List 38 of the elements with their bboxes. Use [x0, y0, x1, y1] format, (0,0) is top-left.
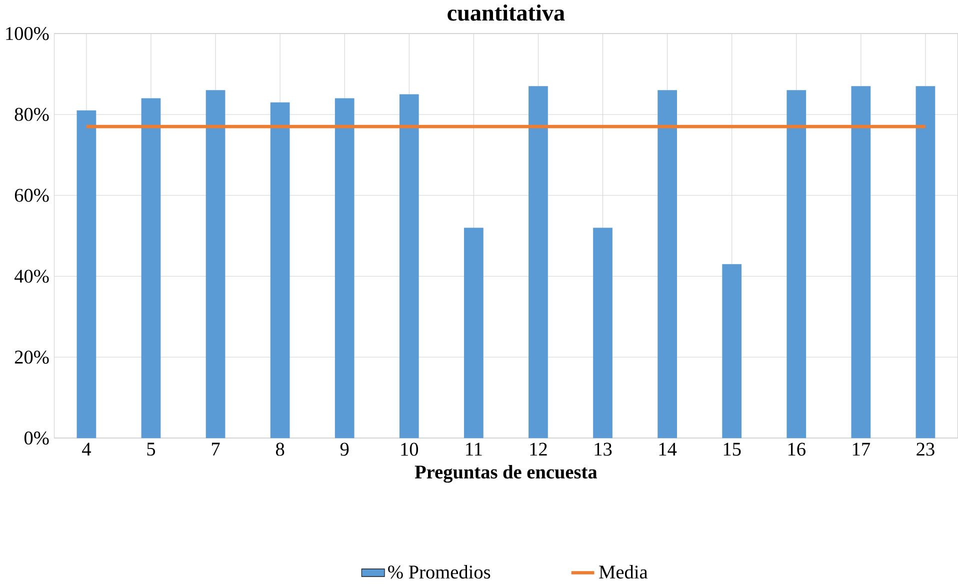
x-tick-label: 10: [401, 442, 418, 456]
legend-label: % Promedios: [388, 565, 490, 579]
y-tick-label: 80%: [14, 108, 49, 122]
x-tick-label: 7: [212, 442, 220, 456]
bar: [399, 94, 419, 438]
bar: [528, 86, 548, 438]
bar: [206, 90, 226, 438]
x-tick-label: 4: [82, 442, 91, 456]
bar: [76, 110, 96, 438]
x-tick-label: 12: [530, 442, 547, 456]
y-tick-label: 40%: [14, 270, 49, 283]
y-tick-label: 60%: [14, 188, 49, 202]
bar: [786, 90, 806, 438]
bar: [851, 86, 871, 438]
x-tick-label: 8: [276, 442, 284, 456]
y-tick-label: 0%: [24, 432, 49, 445]
bar: [141, 98, 161, 438]
x-axis-title: Preguntas de encuesta: [414, 465, 598, 483]
bar: [593, 228, 612, 438]
x-tick-label: 5: [147, 442, 156, 456]
x-tick-label: 14: [659, 442, 677, 456]
x-tick-label: 23: [916, 442, 934, 456]
x-tick-label: 16: [788, 442, 806, 456]
chart-title: cuantitativa: [448, 4, 565, 21]
bar: [722, 264, 742, 438]
y-tick-label: 100%: [6, 27, 49, 40]
x-tick-label: 15: [724, 442, 741, 456]
bar: [658, 90, 677, 438]
x-tick-label: 11: [466, 442, 482, 456]
y-tick-label: 20%: [14, 350, 49, 364]
x-tick-label: 13: [594, 442, 612, 456]
bar: [916, 86, 936, 438]
x-tick-label: 9: [340, 442, 349, 456]
bar: [270, 102, 290, 438]
legend-label: Media: [599, 565, 648, 579]
bar: [334, 98, 354, 438]
bar: [464, 228, 484, 438]
x-tick-label: 17: [852, 442, 870, 456]
